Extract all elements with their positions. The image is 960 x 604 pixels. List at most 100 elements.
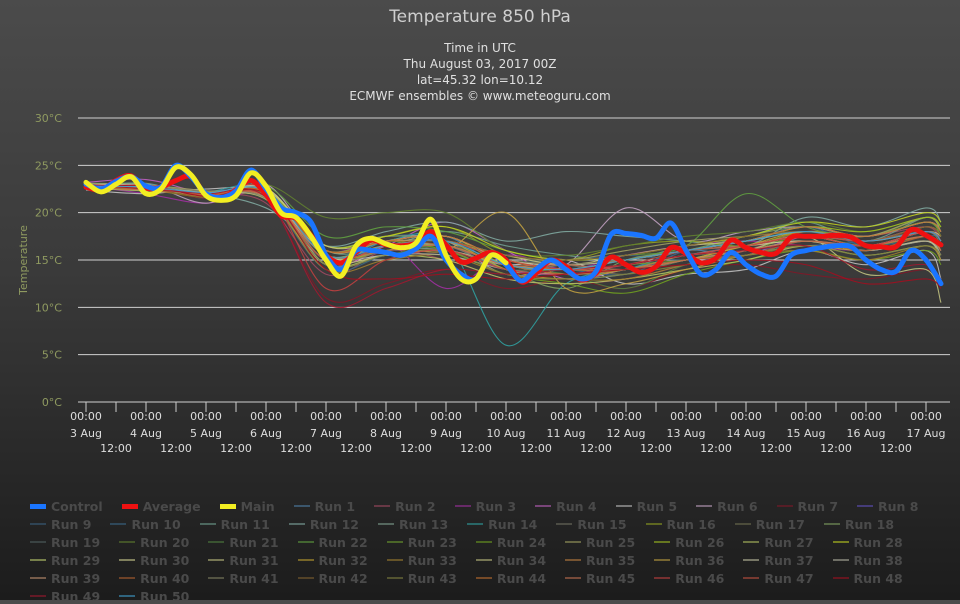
legend-item-run-26[interactable]: Run 26 [654, 534, 724, 550]
legend-swatch [297, 559, 314, 561]
legend-item-run-49[interactable]: Run 49 [30, 588, 100, 604]
x-tick-date: 12 Aug [607, 427, 646, 440]
legend-item-run-21[interactable]: Run 21 [208, 534, 279, 550]
legend-item-run-1[interactable]: Run 1 [293, 498, 355, 514]
legend-item-run-33[interactable]: Run 33 [386, 552, 457, 568]
legend-item-run-35[interactable]: Run 35 [565, 552, 635, 568]
legend-label: Run 49 [51, 588, 101, 604]
legend-item-run-6[interactable]: Run 6 [696, 498, 758, 514]
legend-item-run-32[interactable]: Run 32 [297, 552, 368, 568]
chart-plot: 0°C 5°C 10°C 15°C 20°C 25°C 30°C 00:00 3 Aug 12:0… [17, 112, 950, 455]
legend-item-run-17[interactable]: Run 17 [734, 516, 805, 532]
legend-item-run-43[interactable]: Run 43 [386, 570, 457, 586]
legend-swatch [454, 505, 471, 507]
legend-item-run-3[interactable]: Run 3 [454, 498, 516, 514]
legend-item-main[interactable]: Main [219, 498, 275, 514]
legend-label: Run 8 [878, 498, 919, 514]
legend-swatch [378, 523, 394, 525]
legend-swatch [832, 577, 849, 579]
legend-label: Run 15 [577, 516, 627, 532]
legend-item-run-46[interactable]: Run 46 [654, 570, 724, 586]
y-tick-label: 0°C [42, 396, 62, 409]
legend-label: Run 34 [496, 552, 547, 568]
legend-swatch [199, 523, 216, 525]
legend-item-run-9[interactable]: Run 9 [30, 516, 91, 532]
legend-item-run-30[interactable]: Run 30 [119, 552, 189, 568]
x-tick-noon: 12:00 [160, 442, 192, 455]
x-tick-date: 17 Aug [907, 427, 946, 440]
y-tick-label: 10°C [35, 301, 62, 314]
legend-item-run-7[interactable]: Run 7 [776, 498, 838, 514]
legend-swatch [696, 505, 713, 507]
legend-swatch [832, 559, 849, 561]
x-tick-time: 00:00 [190, 410, 222, 423]
legend-swatch [535, 505, 552, 507]
legend-swatch [565, 577, 582, 579]
legend-label: Run 22 [318, 534, 368, 550]
legend-label: Run 19 [51, 534, 101, 550]
legend-item-run-48[interactable]: Run 48 [832, 570, 903, 586]
legend-item-run-37[interactable]: Run 37 [743, 552, 814, 568]
legend-item-run-41[interactable]: Run 41 [208, 570, 279, 586]
legend-label: Run 24 [496, 534, 547, 550]
legend-item-run-16[interactable]: Run 16 [645, 516, 716, 532]
legend-label: Run 10 [131, 516, 181, 532]
legend-item-run-8[interactable]: Run 8 [857, 498, 919, 514]
legend-label: Run 25 [586, 534, 636, 550]
legend-label: Run 21 [229, 534, 279, 550]
legend-item-run-22[interactable]: Run 22 [297, 534, 368, 550]
legend-swatch [832, 541, 849, 543]
legend-item-run-12[interactable]: Run 12 [288, 516, 359, 532]
legend-item-run-20[interactable]: Run 20 [119, 534, 189, 550]
legend-item-run-5[interactable]: Run 5 [615, 498, 677, 514]
legend-item-run-36[interactable]: Run 36 [654, 552, 724, 568]
legend-item-run-29[interactable]: Run 29 [30, 552, 100, 568]
legend-item-run-39[interactable]: Run 39 [30, 570, 100, 586]
legend-item-run-34[interactable]: Run 34 [475, 552, 547, 568]
legend-item-run-23[interactable]: Run 23 [386, 534, 457, 550]
legend-label: Run 45 [586, 570, 636, 586]
legend-item-run-31[interactable]: Run 31 [208, 552, 279, 568]
legend-swatch [654, 559, 671, 561]
legend-item-run-10[interactable]: Run 10 [110, 516, 181, 532]
legend-item-run-28[interactable]: Run 28 [832, 534, 903, 550]
legend-swatch [30, 595, 46, 597]
legend-item-run-45[interactable]: Run 45 [565, 570, 635, 586]
legend-item-run-15[interactable]: Run 15 [556, 516, 627, 532]
x-tick-date: 4 Aug [130, 427, 162, 440]
y-tick-label: 15°C [35, 254, 62, 267]
legend-item-average[interactable]: Average [121, 498, 201, 514]
legend-swatch [475, 559, 492, 561]
legend-item-run-24[interactable]: Run 24 [475, 534, 547, 550]
legend-label: Run 17 [755, 516, 805, 532]
x-tick-date: 11 Aug [547, 427, 586, 440]
legend-item-run-42[interactable]: Run 42 [297, 570, 368, 586]
x-tick-date: 5 Aug [190, 427, 222, 440]
legend-item-run-25[interactable]: Run 25 [565, 534, 635, 550]
legend-item-run-50[interactable]: Run 50 [119, 588, 189, 604]
x-tick-date: 13 Aug [667, 427, 706, 440]
legend-item-control[interactable]: Control [30, 498, 103, 514]
legend-item-run-47[interactable]: Run 47 [743, 570, 814, 586]
x-tick-noon: 12:00 [640, 442, 672, 455]
legend-item-run-13[interactable]: Run 13 [378, 516, 448, 532]
legend-label: Run 11 [220, 516, 270, 532]
legend-swatch [743, 541, 760, 543]
legend-item-run-44[interactable]: Run 44 [475, 570, 546, 586]
legend-swatch [743, 577, 760, 579]
x-tick-date: 6 Aug [250, 427, 282, 440]
legend-item-run-27[interactable]: Run 27 [743, 534, 814, 550]
x-tick-noon: 12:00 [280, 442, 312, 455]
legend-item-run-14[interactable]: Run 14 [467, 516, 537, 532]
series-line-main [83, 164, 509, 285]
legend-item-run-19[interactable]: Run 19 [30, 534, 100, 550]
legend-label: Run 38 [853, 552, 903, 568]
legend-item-run-2[interactable]: Run 2 [374, 498, 436, 514]
legend-item-run-18[interactable]: Run 18 [823, 516, 894, 532]
x-tick-noon: 12:00 [700, 442, 732, 455]
legend-label: Run 2 [395, 498, 436, 514]
legend-item-run-4[interactable]: Run 4 [535, 498, 597, 514]
legend-item-run-40[interactable]: Run 40 [119, 570, 189, 586]
legend-item-run-38[interactable]: Run 38 [832, 552, 903, 568]
legend-item-run-11[interactable]: Run 11 [199, 516, 270, 532]
